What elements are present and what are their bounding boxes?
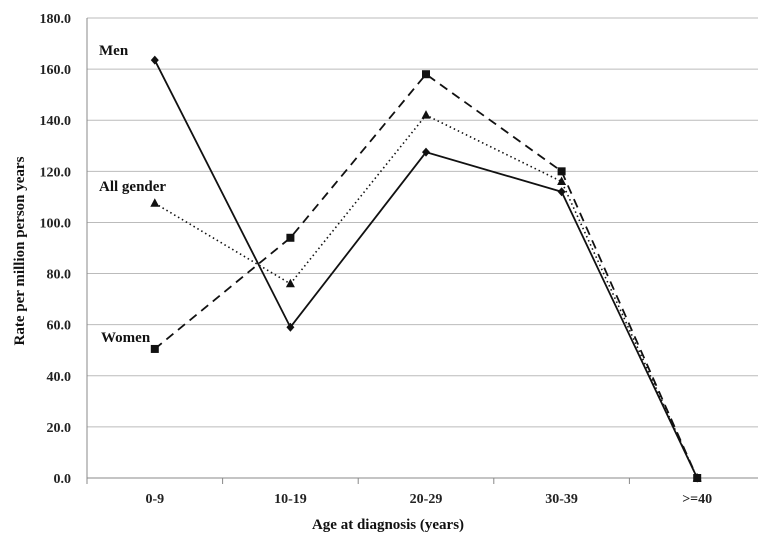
data-point-square <box>693 474 702 482</box>
data-point-triangle <box>421 110 431 119</box>
x-tick-label: >=40 <box>682 492 712 507</box>
x-tick-label: 0-9 <box>145 492 164 507</box>
data-point-diamond <box>286 322 295 332</box>
y-tick-label: 0.0 <box>54 472 72 487</box>
data-point-diamond <box>557 187 566 197</box>
data-point-square <box>557 167 566 176</box>
data-point-triangle <box>150 198 160 207</box>
y-tick-label: 60.0 <box>47 319 72 334</box>
series-label-women: Women <box>101 330 151 346</box>
y-tick-label: 20.0 <box>47 421 72 436</box>
y-tick-label: 120.0 <box>40 165 72 180</box>
data-point-square <box>150 344 159 353</box>
y-tick-label: 180.0 <box>40 12 72 27</box>
y-tick-label: 160.0 <box>40 63 72 78</box>
x-tick-label: 10-19 <box>274 492 307 507</box>
data-point-diamond <box>150 55 159 65</box>
gridlines <box>87 17 758 428</box>
series-line-0 <box>153 59 699 479</box>
series-label-all-gender: All gender <box>99 179 166 195</box>
y-axis-title: Rate per million person years <box>12 156 28 345</box>
x-tick-labels: 0-9 10-19 20-29 30-39 >=40 <box>145 492 712 507</box>
data-point-triangle <box>285 278 295 288</box>
series-lines <box>150 55 702 483</box>
y-tick-label: 140.0 <box>40 114 72 129</box>
y-tick-labels: 0.0 20.0 40.0 60.0 80.0 100.0 120.0 140.0 160.0 1… <box>40 12 72 487</box>
data-point-diamond <box>422 147 430 157</box>
x-axis-title: Age at diagnosis (years) <box>312 517 464 533</box>
series-line-1 <box>154 114 698 479</box>
x-tick-label: 20-29 <box>410 492 443 507</box>
data-point-square <box>286 233 295 242</box>
y-tick-label: 40.0 <box>47 370 72 385</box>
data-point-triangle <box>557 176 567 186</box>
x-tick-label: 30-39 <box>545 492 578 507</box>
y-tick-label: 100.0 <box>40 216 72 231</box>
data-point-square <box>422 70 430 79</box>
series-line-2 <box>154 73 699 479</box>
axes <box>86 18 758 484</box>
y-tick-label: 80.0 <box>47 268 72 283</box>
series-label-men: Men <box>99 43 129 59</box>
